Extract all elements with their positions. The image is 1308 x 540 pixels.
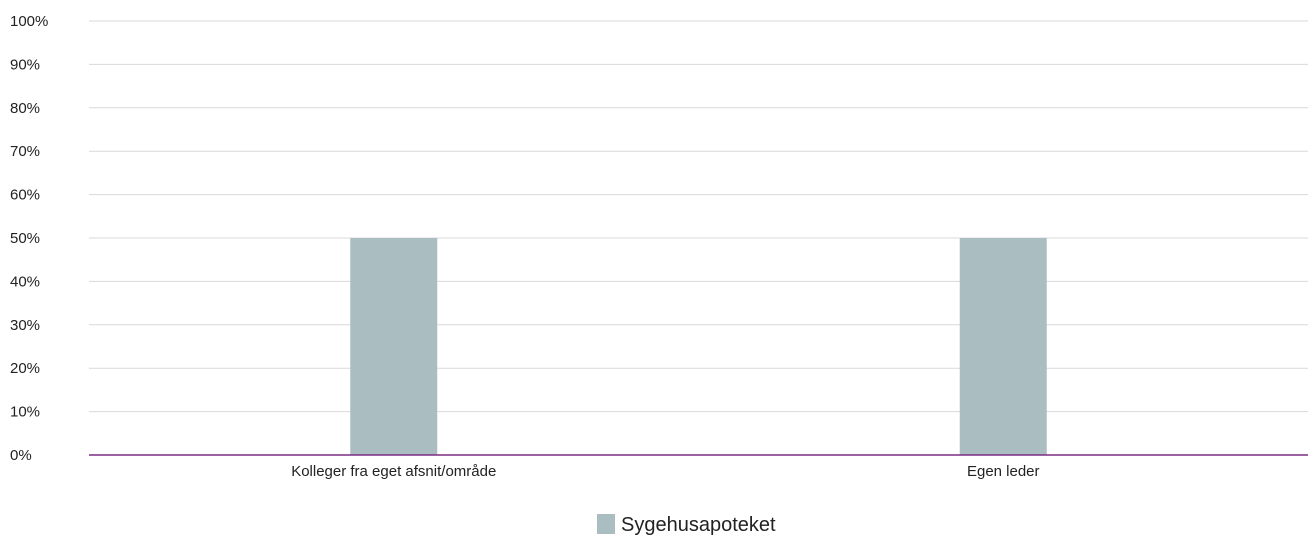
y-tick-label: 100% — [10, 13, 48, 30]
y-axis-tick-labels: 0% 10% 20% 30% 40% 50% 60% 70% 80% 90% 100% — [10, 13, 48, 464]
y-tick-label: 70% — [10, 143, 40, 160]
gridlines — [89, 20, 1308, 413]
x-tick-label: Kolleger fra eget afsnit/område — [291, 463, 496, 480]
legend-swatch — [597, 514, 615, 534]
y-tick-label: 40% — [10, 273, 40, 290]
y-tick-label: 80% — [10, 100, 40, 117]
y-tick-label: 10% — [10, 404, 40, 421]
y-tick-label: 30% — [10, 317, 40, 334]
y-tick-label: 90% — [10, 56, 40, 73]
y-tick-label: 0% — [10, 447, 32, 464]
y-tick-label: 20% — [10, 360, 40, 377]
bar — [959, 238, 1047, 455]
x-tick-label: Egen leder — [967, 463, 1040, 480]
x-axis-tick-labels: Kolleger fra eget afsnit/område Egen lede… — [291, 463, 1039, 480]
legend-label: Sygehusapoteket — [621, 514, 776, 535]
bar — [350, 238, 438, 455]
y-tick-label: 50% — [10, 230, 40, 247]
y-tick-label: 60% — [10, 187, 40, 204]
legend: Sygehusapoteket — [597, 514, 776, 536]
bars — [350, 238, 1047, 455]
